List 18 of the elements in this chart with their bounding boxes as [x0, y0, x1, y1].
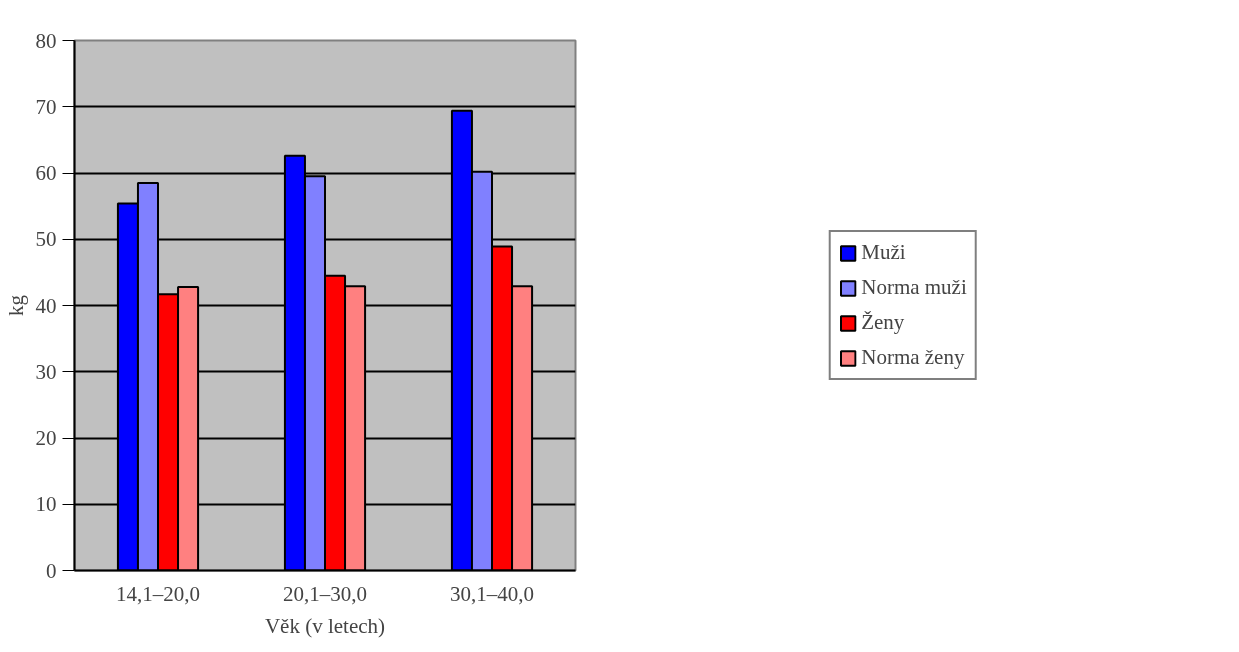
y-tick-label: 80	[35, 28, 57, 53]
legend-label: Norma muži	[861, 275, 967, 300]
y-tick-label: 10	[35, 492, 57, 517]
legend-label: Muži	[861, 240, 906, 265]
legend-label: Norma ženy	[861, 345, 965, 370]
y-tick-label: 30	[35, 359, 57, 384]
y-tick-label: 70	[35, 94, 57, 119]
y-tick-label: 0	[46, 558, 57, 583]
x-tick-label: 14,1–20,0	[116, 581, 200, 606]
legend-label: Ženy	[861, 310, 905, 335]
x-tick-label: 30,1–40,0	[450, 581, 534, 606]
y-tick-label: 40	[35, 293, 57, 318]
y-axis-title: kg	[3, 294, 28, 316]
x-axis-title: Věk (v letech)	[264, 613, 386, 638]
y-tick-label: 20	[35, 426, 57, 450]
y-tick-label: 60	[35, 161, 57, 185]
x-tick-label: 20,1–30,0	[283, 581, 367, 606]
y-tick-label: 50	[35, 227, 57, 252]
